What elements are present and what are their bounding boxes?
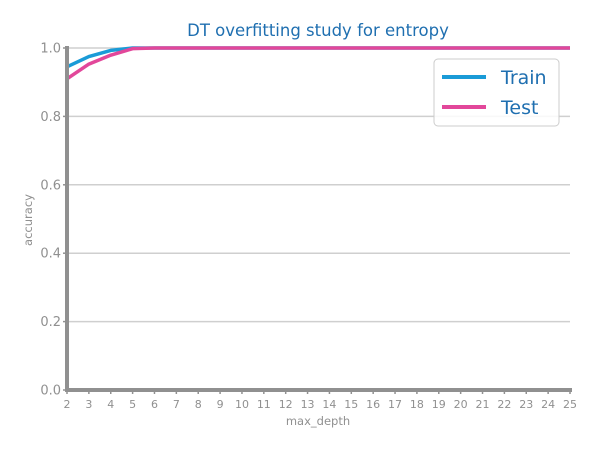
axes [65, 46, 572, 392]
x-tick-label: 17 [388, 398, 402, 411]
x-tick-label: 9 [217, 398, 224, 411]
x-tick-label: 4 [107, 398, 114, 411]
y-tick-label: 0.6 [40, 178, 61, 193]
y-tick-labels: 0.0 0.2 0.4 0.6 0.8 1.0 [40, 42, 67, 399]
x-tick-label: 19 [432, 398, 446, 411]
x-tick-label: 22 [497, 398, 511, 411]
x-tick-label: 25 [563, 398, 577, 411]
x-axis-label: max_depth [286, 414, 350, 428]
legend-label-train: Train [500, 67, 547, 89]
x-tick-label: 3 [85, 398, 92, 411]
x-tick-label: 11 [257, 398, 271, 411]
legend: Train Test [433, 58, 560, 127]
y-axis-label: accuracy [21, 194, 35, 246]
y-tick-label: 0.2 [40, 315, 61, 330]
x-tick-label: 24 [541, 398, 555, 411]
x-tick-label: 14 [322, 398, 336, 411]
x-tick-label: 2 [64, 398, 71, 411]
y-tick-label: 0.0 [40, 384, 61, 399]
y-tick-label: 0.8 [40, 110, 61, 125]
x-tick-label: 20 [454, 398, 468, 411]
x-tick-label: 21 [476, 398, 490, 411]
series-lines [66, 46, 570, 81]
x-tick-labels: 2 3 4 5 6 7 8 9 10 11 12 13 14 15 16 17 18 19 20 21 22 23 24 25 [64, 390, 577, 411]
x-tick-label: 16 [366, 398, 380, 411]
x-tick-label: 7 [173, 398, 180, 411]
series-line-test [66, 46, 570, 81]
x-tick-label: 8 [195, 398, 202, 411]
x-tick-label: 18 [410, 398, 424, 411]
x-tick-label: 12 [279, 398, 293, 411]
x-tick-label: 15 [344, 398, 358, 411]
legend-label-test: Test [500, 97, 538, 119]
x-tick-label: 10 [235, 398, 249, 411]
x-tick-label: 5 [129, 398, 136, 411]
x-tick-label: 13 [301, 398, 315, 411]
x-tick-label: 23 [519, 398, 533, 411]
y-tick-label: 0.4 [40, 247, 61, 262]
x-tick-label: 6 [151, 398, 158, 411]
chart-title: DT overfitting study for entropy [187, 21, 449, 40]
y-tick-label: 1.0 [40, 42, 61, 57]
